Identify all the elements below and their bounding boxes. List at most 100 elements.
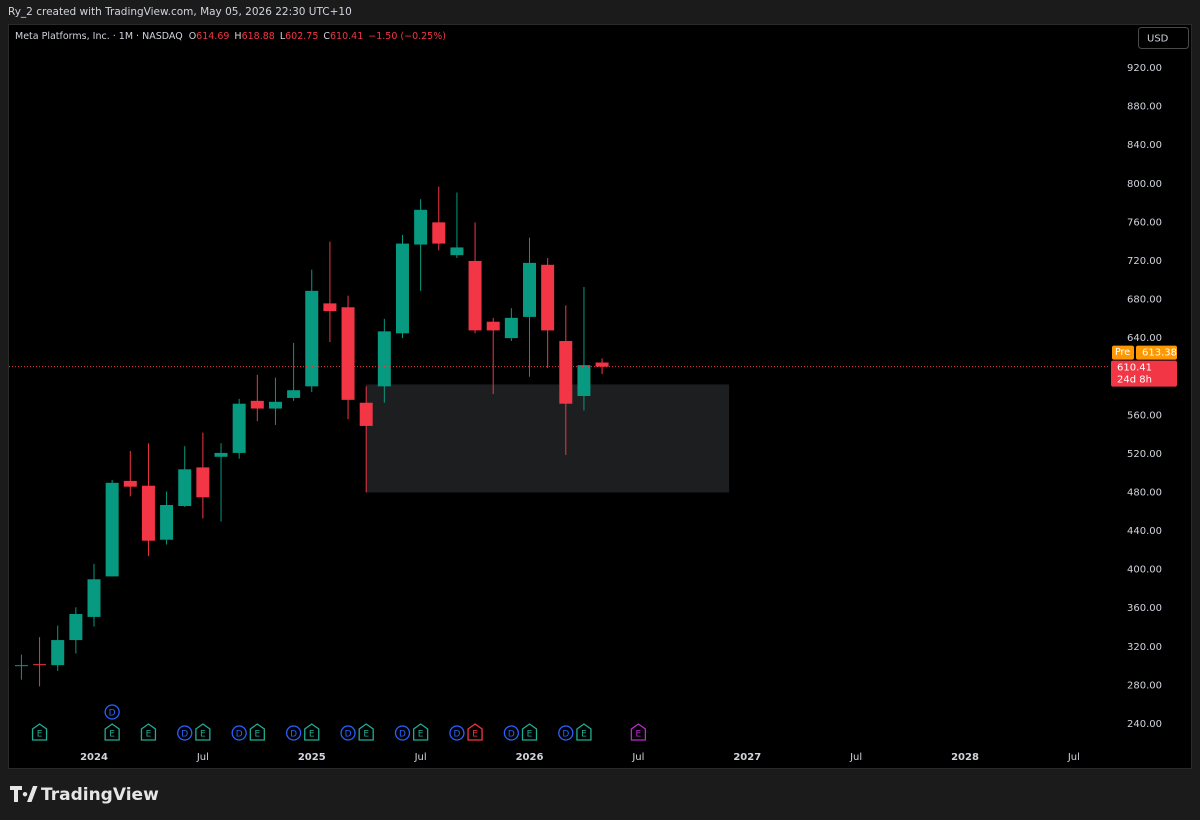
event-icon[interactable] <box>285 725 302 741</box>
legend-value: 610.41 <box>330 31 363 42</box>
y-tick-label: 320.00 <box>1127 642 1162 653</box>
event-icon[interactable] <box>104 704 120 720</box>
x-tick-label: Jul <box>414 752 427 763</box>
y-tick-label: 640.00 <box>1127 333 1162 344</box>
currency-button-frame[interactable] <box>1138 27 1189 49</box>
y-tick-label: 280.00 <box>1127 680 1162 691</box>
event-marker[interactable]: D <box>177 725 193 741</box>
event-label[interactable]: D <box>399 730 406 740</box>
event-label[interactable]: E <box>472 730 478 740</box>
currency-button[interactable]: USD <box>1138 27 1189 49</box>
candle-body <box>214 452 228 457</box>
event-label[interactable]: E <box>109 730 115 740</box>
event-icon[interactable] <box>503 725 520 741</box>
event-label[interactable]: E <box>254 730 260 740</box>
event-label[interactable]: E <box>200 730 206 740</box>
event-icon[interactable] <box>576 723 592 741</box>
legend-key: O <box>189 31 196 42</box>
event-label[interactable]: D <box>181 730 188 740</box>
event-label[interactable]: E <box>636 730 642 740</box>
event-label[interactable]: D <box>109 709 116 719</box>
event-label[interactable]: E <box>146 730 152 740</box>
event-label[interactable]: E <box>418 730 424 740</box>
event-icon[interactable] <box>249 723 265 741</box>
x-tick-label: 2025 <box>298 752 326 763</box>
event-label[interactable]: E <box>581 730 587 740</box>
event-marker[interactable]: E <box>467 723 483 741</box>
event-marker[interactable]: E <box>31 723 48 741</box>
x-tick-label: 2028 <box>951 752 979 763</box>
event-label[interactable]: D <box>290 730 297 740</box>
event-marker[interactable]: E <box>630 723 647 741</box>
event-marker[interactable]: E <box>104 723 120 741</box>
y-tick-label: 480.00 <box>1127 487 1162 498</box>
event-marker[interactable]: D <box>231 725 247 741</box>
event-marker[interactable]: E <box>304 723 320 741</box>
y-tick-label: 880.00 <box>1127 102 1162 113</box>
event-label[interactable]: E <box>527 730 533 740</box>
event-marker[interactable]: D <box>503 725 520 741</box>
event-marker[interactable]: E <box>412 723 429 741</box>
event-icon[interactable] <box>449 725 465 741</box>
price-zone <box>366 384 730 493</box>
event-label[interactable]: D <box>508 730 515 740</box>
event-marker[interactable]: E <box>249 723 265 741</box>
event-icon[interactable] <box>558 725 574 741</box>
countdown-label: 24d 8h <box>1117 375 1152 386</box>
event-marker[interactable]: E <box>521 723 538 741</box>
candle-body <box>105 482 119 577</box>
event-icon[interactable] <box>358 723 374 741</box>
event-label[interactable]: E <box>363 730 369 740</box>
candle-body <box>595 362 609 367</box>
brand-logo[interactable] <box>10 786 38 802</box>
brand[interactable]: TradingView <box>10 785 159 805</box>
currency-label[interactable]: USD <box>1147 34 1169 45</box>
event-marker[interactable]: E <box>140 723 157 741</box>
brand-text[interactable]: TradingView <box>41 785 159 805</box>
event-marker[interactable]: D <box>394 725 411 741</box>
event-marker[interactable]: D <box>449 725 465 741</box>
candle-body <box>160 505 174 540</box>
legend-value: 602.75 <box>285 31 318 42</box>
event-label[interactable]: E <box>309 730 315 740</box>
event-marker[interactable]: E <box>195 723 211 741</box>
event-icon[interactable] <box>394 725 411 741</box>
candle-body <box>305 290 319 387</box>
event-icon[interactable] <box>467 723 483 741</box>
pre-price-label: 613.38 <box>1142 348 1177 359</box>
legend-change: −1.50 (−0.25%) <box>368 31 446 42</box>
event-label[interactable]: D <box>562 730 569 740</box>
event-icon[interactable] <box>177 725 193 741</box>
event-label[interactable]: D <box>453 730 460 740</box>
x-tick-label: Jul <box>849 752 862 763</box>
candle-body <box>268 401 282 409</box>
event-icon[interactable] <box>31 723 48 741</box>
candle-body <box>178 469 192 506</box>
event-icon[interactable] <box>521 723 538 741</box>
event-marker[interactable]: D <box>558 725 574 741</box>
event-marker[interactable]: E <box>358 723 374 741</box>
event-label[interactable]: E <box>37 730 43 740</box>
x-tick-label: Jul <box>1067 752 1080 763</box>
event-icon[interactable] <box>104 723 120 741</box>
event-icon[interactable] <box>304 723 320 741</box>
candle-body <box>69 614 83 641</box>
event-marker[interactable]: D <box>285 725 302 741</box>
event-label[interactable]: D <box>345 730 352 740</box>
event-marker[interactable]: E <box>576 723 592 741</box>
candle-body <box>577 365 591 396</box>
event-icon[interactable] <box>231 725 247 741</box>
candle-body <box>14 665 28 667</box>
event-icon[interactable] <box>340 725 356 741</box>
candle-body <box>250 400 264 409</box>
event-marker[interactable]: D <box>340 725 356 741</box>
event-icon[interactable] <box>195 723 211 741</box>
candle-body <box>541 264 555 331</box>
y-tick-label: 440.00 <box>1127 526 1162 537</box>
event-icon[interactable] <box>412 723 429 741</box>
event-label[interactable]: D <box>236 730 243 740</box>
event-marker[interactable]: D <box>104 704 120 720</box>
event-icon[interactable] <box>140 723 157 741</box>
legend-symbol: Meta Platforms, Inc. · 1M · NASDAQ <box>15 31 183 42</box>
event-icon[interactable] <box>630 723 647 741</box>
